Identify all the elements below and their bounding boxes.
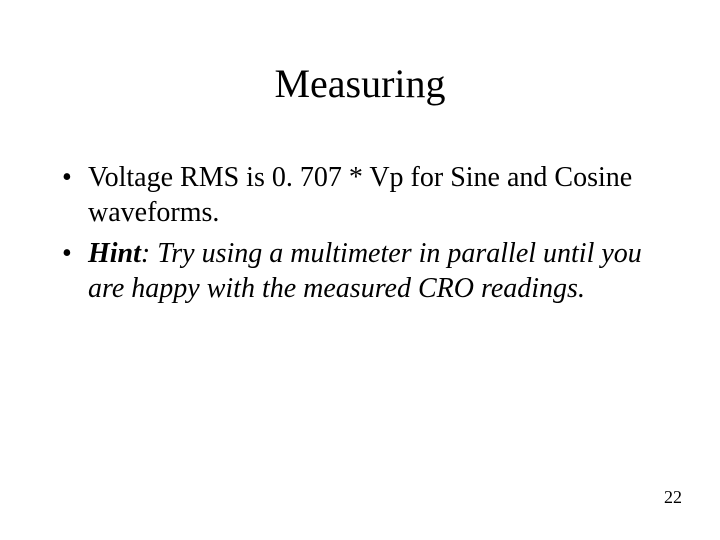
page-number: 22 bbox=[664, 487, 682, 508]
bullet-list: Voltage RMS is 0. 707 * Vp for Sine and … bbox=[58, 160, 662, 306]
slide: Measuring Voltage RMS is 0. 707 * Vp for… bbox=[0, 0, 720, 540]
slide-title: Measuring bbox=[0, 60, 720, 107]
bullet-item: Hint: Try using a multimeter in parallel… bbox=[58, 236, 662, 306]
bullet-text: Voltage RMS is 0. 707 * Vp for Sine and … bbox=[88, 162, 632, 228]
slide-body: Voltage RMS is 0. 707 * Vp for Sine and … bbox=[58, 160, 662, 312]
bullet-text-hint-label: Hint bbox=[88, 238, 141, 269]
bullet-item: Voltage RMS is 0. 707 * Vp for Sine and … bbox=[58, 160, 662, 230]
bullet-text-hint-body: : Try using a multimeter in parallel unt… bbox=[88, 238, 642, 304]
